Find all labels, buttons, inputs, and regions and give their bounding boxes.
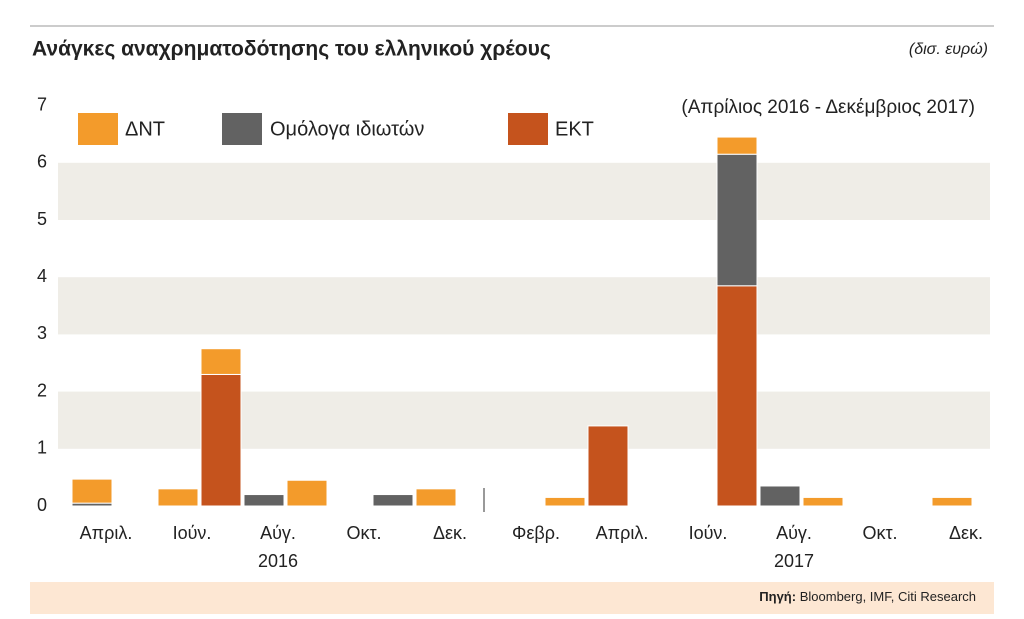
bar (157, 488, 199, 507)
y-tick-label: 7 (37, 94, 47, 114)
source: Πηγή: Bloomberg, IMF, Citi Research (759, 589, 976, 604)
legend-swatch (508, 113, 548, 145)
x-tick-label: Οκτ. (862, 523, 897, 543)
bar (286, 479, 328, 507)
x-tick-label: Αύγ. (260, 523, 296, 543)
x-tick-label: Δεκ. (433, 523, 467, 543)
bar (759, 485, 801, 507)
y-tick-label: 4 (37, 266, 47, 286)
x-tick-label: Οκτ. (346, 523, 381, 543)
y-tick-label: 1 (37, 438, 47, 458)
bar (200, 348, 242, 375)
legend-swatch (222, 113, 262, 145)
source-text: Bloomberg, IMF, Citi Research (800, 589, 976, 604)
y-tick-label: 3 (37, 323, 47, 343)
legend-label: ΕΚΤ (555, 118, 594, 140)
x-tick-label: Ιούν. (173, 523, 212, 543)
grid-band (58, 162, 990, 220)
bar (200, 373, 242, 507)
bar (716, 136, 758, 155)
bar (372, 494, 414, 507)
source-band (30, 582, 994, 614)
source-label: Πηγή: (759, 589, 796, 604)
year-label: 2016 (258, 551, 298, 571)
legend-label: ΔΝΤ (125, 118, 165, 140)
y-tick-label: 5 (37, 209, 47, 229)
x-tick-label: Ιούν. (689, 523, 728, 543)
year-label: 2017 (774, 551, 814, 571)
bar (587, 425, 629, 507)
x-tick-label: Αύγ. (776, 523, 812, 543)
chart-title: Ανάγκες αναχρηματοδότησης του ελληνικού … (32, 38, 551, 61)
legend-swatch (78, 113, 118, 145)
bar (71, 478, 113, 504)
y-tick-label: 2 (37, 380, 47, 400)
subtitle: (Απρίλιος 2016 - Δεκέμβριος 2017) (681, 97, 975, 118)
y-tick-label: 0 (37, 495, 47, 515)
grid-band (58, 391, 990, 449)
legend-label: Ομόλογα ιδιωτών (270, 118, 424, 140)
bar (415, 488, 457, 507)
x-tick-label: Δεκ. (949, 523, 983, 543)
x-tick-label: Απριλ. (80, 523, 133, 543)
bar (243, 494, 285, 507)
bar (802, 496, 844, 507)
bar (716, 153, 758, 287)
y-tick-label: 6 (37, 152, 47, 172)
unit-label: (δισ. ευρώ) (909, 41, 988, 58)
bar (931, 496, 973, 507)
bar (716, 285, 758, 507)
grid-band (58, 277, 990, 335)
x-tick-label: Φεβρ. (512, 523, 560, 543)
bar (544, 496, 586, 507)
x-tick-label: Απριλ. (596, 523, 649, 543)
